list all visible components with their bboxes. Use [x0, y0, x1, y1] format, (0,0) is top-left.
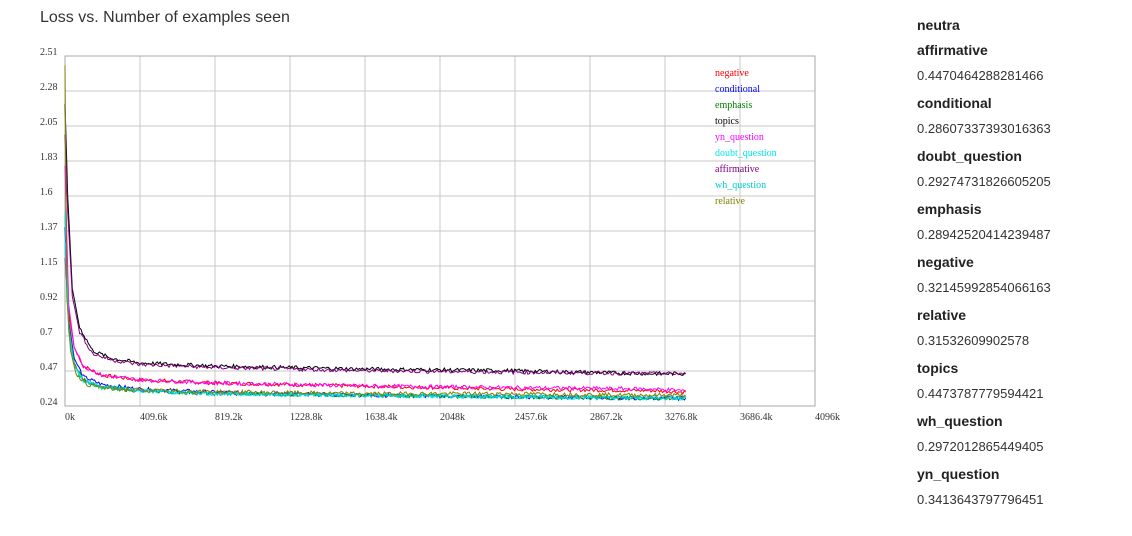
- side-panel: neutra affirmative 0.4470464288281466 cond…: [917, 16, 1122, 518]
- series-line-topics: [64, 103, 686, 377]
- x-tick-label: 409.6k: [140, 412, 168, 423]
- stat-name: relative: [917, 307, 967, 323]
- y-tick-label: 1.6: [40, 187, 53, 198]
- stat-name: conditional: [917, 95, 992, 111]
- stat-value: 0.32145992854066163: [917, 280, 1051, 295]
- x-tick-labels: 0k 409.6k 819.2k 1228.8k 1638.4k 2048k 2457.6k…: [65, 412, 840, 423]
- stat-name: wh_question: [917, 413, 1003, 429]
- x-tick-label: 3686.4k: [740, 412, 773, 423]
- stat-name: emphasis: [917, 201, 982, 217]
- chart-title: Loss vs. Number of examples seen: [40, 9, 290, 26]
- y-tick-label: 2.05: [40, 117, 58, 128]
- y-tick-label: 1.83: [40, 152, 58, 163]
- x-tick-label: 1228.8k: [290, 412, 323, 423]
- x-tick-label: 2048k: [440, 412, 465, 423]
- stat-value: 0.3413643797796451: [917, 492, 1044, 507]
- stat-value: 0.31532609902578: [917, 333, 1030, 348]
- stat-name: yn_question: [917, 466, 1000, 482]
- stat-name: topics: [917, 360, 959, 376]
- legend-entry-doubt_question: doubt_question: [715, 148, 777, 159]
- series-lines: [64, 65, 687, 402]
- stat-name: doubt_question: [917, 148, 1022, 164]
- legend-entry-topics: topics: [715, 116, 739, 127]
- y-tick-label: 0.92: [40, 292, 58, 303]
- legend-entry-wh_question: wh_question: [715, 180, 766, 191]
- legend-entry-emphasis: emphasis: [715, 100, 752, 111]
- series-line-relative: [64, 65, 686, 398]
- x-tick-label: 819.2k: [215, 412, 243, 423]
- y-tick-label: 0.7: [40, 327, 53, 338]
- y-tick-label: 1.15: [40, 257, 58, 268]
- x-tick-label: 1638.4k: [365, 412, 398, 423]
- grid-lines: [64, 55, 816, 407]
- stat-value: 0.4470464288281466: [917, 68, 1044, 83]
- legend-entry-negative: negative: [715, 68, 749, 79]
- stat-value: 0.4473787779594421: [917, 386, 1044, 401]
- y-tick-label: 2.51: [40, 47, 58, 58]
- stat-name: negative: [917, 254, 974, 270]
- y-tick-label: 0.24: [40, 397, 58, 408]
- stat-value: 0.28942520414239487: [917, 227, 1051, 242]
- x-tick-label: 2457.6k: [515, 412, 548, 423]
- series-line-yn_question: [64, 165, 686, 392]
- stat-value: 0.28607337393016363: [917, 121, 1051, 136]
- series-line-emphasis: [64, 211, 687, 401]
- legend-entry-conditional: conditional: [715, 84, 760, 95]
- series-line-affirmative: [64, 134, 686, 376]
- y-tick-labels: 0.24 0.47 0.7 0.92 1.15 1.37 1.6 1.83 2.05 2.28 2.…: [40, 47, 58, 408]
- x-tick-label: 3276.8k: [665, 412, 698, 423]
- stat-name: affirmative: [917, 42, 988, 58]
- chart-plot: 0.24 0.47 0.7 0.92 1.15 1.37 1.6 1.83 2.05 2.28 2.…: [40, 47, 840, 423]
- y-tick-label: 0.47: [40, 362, 58, 373]
- stats-list: affirmative 0.4470464288281466 conditional…: [917, 41, 1122, 518]
- legend-entry-affirmative: affirmative: [715, 164, 760, 175]
- panel-title: neutra: [917, 17, 960, 33]
- x-tick-label: 4096k: [815, 412, 840, 423]
- stat-value: 0.29274731826605205: [917, 174, 1051, 189]
- legend-entry-relative: relative: [715, 196, 746, 207]
- stat-value: 0.2972012865449405: [917, 439, 1044, 454]
- x-tick-label: 0k: [65, 412, 75, 423]
- legend-entry-yn_question: yn_question: [715, 132, 764, 143]
- y-tick-label: 1.37: [40, 222, 58, 233]
- legend: negative conditional emphasis topics yn_ques…: [715, 68, 777, 207]
- x-tick-label: 2867.2k: [590, 412, 623, 423]
- y-tick-label: 2.28: [40, 82, 58, 93]
- series-line-negative: [64, 257, 687, 395]
